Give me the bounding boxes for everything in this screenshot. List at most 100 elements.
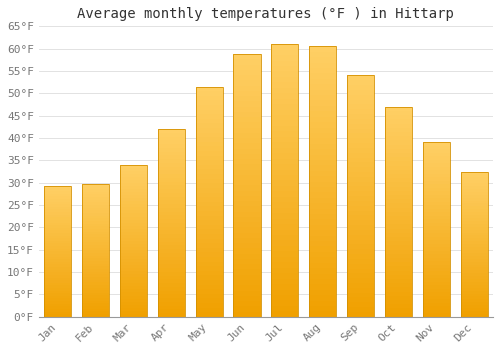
- Bar: [460, 279, 488, 282]
- Bar: [460, 218, 488, 221]
- Title: Average monthly temperatures (°F ) in Hittarp: Average monthly temperatures (°F ) in Hi…: [78, 7, 454, 21]
- Bar: [196, 110, 223, 114]
- Bar: [82, 242, 109, 245]
- Bar: [385, 119, 412, 124]
- Bar: [196, 239, 223, 243]
- Bar: [460, 250, 488, 253]
- Bar: [271, 88, 298, 93]
- Bar: [347, 162, 374, 167]
- Bar: [422, 247, 450, 251]
- Bar: [120, 177, 147, 180]
- Bar: [309, 117, 336, 122]
- Bar: [196, 160, 223, 165]
- Bar: [196, 197, 223, 202]
- Bar: [44, 257, 72, 259]
- Bar: [196, 206, 223, 211]
- Bar: [422, 230, 450, 233]
- Bar: [158, 238, 185, 242]
- Bar: [234, 248, 260, 254]
- Bar: [234, 222, 260, 228]
- Bar: [82, 208, 109, 210]
- Bar: [271, 66, 298, 71]
- Bar: [234, 306, 260, 312]
- Bar: [385, 245, 412, 250]
- Bar: [347, 268, 374, 273]
- Bar: [82, 191, 109, 194]
- Bar: [158, 212, 185, 216]
- Bar: [158, 242, 185, 245]
- Bar: [82, 213, 109, 216]
- Bar: [120, 171, 147, 174]
- Bar: [309, 79, 336, 84]
- Bar: [271, 246, 298, 251]
- Bar: [44, 236, 72, 238]
- Bar: [234, 312, 260, 317]
- Bar: [120, 280, 147, 284]
- Bar: [82, 298, 109, 301]
- Bar: [422, 142, 450, 146]
- Bar: [347, 283, 374, 288]
- Bar: [158, 148, 185, 152]
- Bar: [422, 223, 450, 226]
- Bar: [158, 201, 185, 204]
- Bar: [44, 309, 72, 312]
- Bar: [196, 289, 223, 294]
- Bar: [271, 159, 298, 164]
- Bar: [347, 114, 374, 119]
- Bar: [422, 177, 450, 181]
- Bar: [271, 153, 298, 159]
- Bar: [120, 271, 147, 274]
- Bar: [196, 174, 223, 179]
- Bar: [158, 290, 185, 294]
- Bar: [385, 153, 412, 157]
- Bar: [309, 209, 336, 214]
- Bar: [196, 193, 223, 197]
- Bar: [422, 198, 450, 202]
- Bar: [158, 298, 185, 302]
- Bar: [44, 267, 72, 270]
- Bar: [422, 163, 450, 167]
- Bar: [82, 216, 109, 218]
- Bar: [120, 250, 147, 253]
- Bar: [44, 241, 72, 244]
- Bar: [44, 293, 72, 296]
- Bar: [460, 195, 488, 198]
- Bar: [271, 55, 298, 61]
- Bar: [158, 264, 185, 268]
- Bar: [271, 120, 298, 126]
- Bar: [234, 275, 260, 280]
- Bar: [347, 216, 374, 220]
- Bar: [271, 257, 298, 262]
- Bar: [234, 164, 260, 170]
- Bar: [271, 208, 298, 213]
- Bar: [460, 261, 488, 265]
- Bar: [234, 254, 260, 259]
- Bar: [234, 138, 260, 143]
- Bar: [196, 299, 223, 303]
- Bar: [44, 296, 72, 299]
- Bar: [309, 214, 336, 219]
- Bar: [120, 210, 147, 214]
- Bar: [271, 181, 298, 186]
- Bar: [120, 302, 147, 304]
- Bar: [385, 199, 412, 203]
- Bar: [385, 224, 412, 229]
- Bar: [271, 71, 298, 77]
- Bar: [460, 230, 488, 232]
- Bar: [385, 233, 412, 237]
- Bar: [234, 233, 260, 238]
- Bar: [385, 275, 412, 279]
- Bar: [460, 314, 488, 317]
- Bar: [120, 284, 147, 286]
- Bar: [158, 313, 185, 317]
- Bar: [309, 198, 336, 203]
- Bar: [422, 181, 450, 184]
- Bar: [82, 256, 109, 258]
- Bar: [460, 267, 488, 270]
- Bar: [196, 128, 223, 133]
- Bar: [271, 110, 298, 115]
- Bar: [385, 166, 412, 170]
- Bar: [234, 296, 260, 301]
- Bar: [44, 278, 72, 280]
- Bar: [158, 219, 185, 223]
